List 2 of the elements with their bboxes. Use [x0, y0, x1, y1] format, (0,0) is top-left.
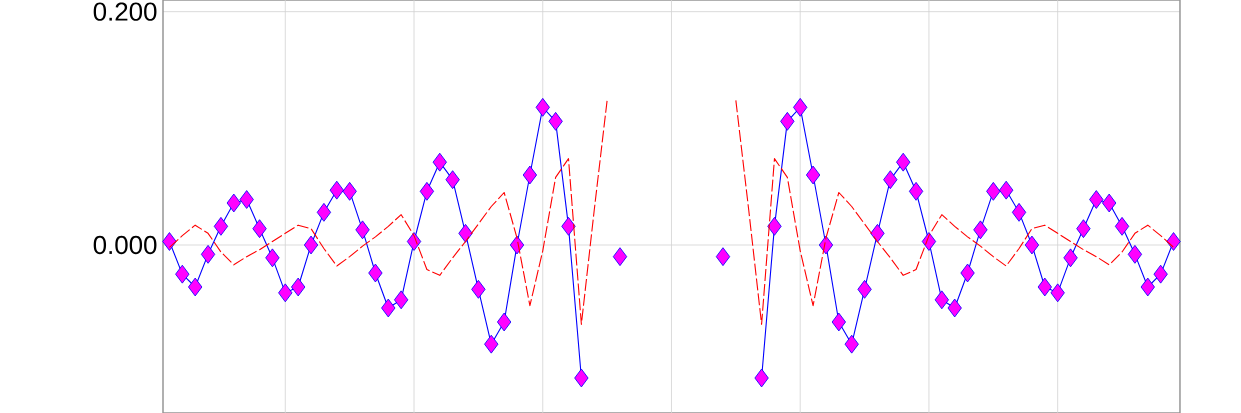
y-tick-label: 0.200 [93, 2, 157, 21]
y-tick-label: 0.000 [93, 235, 157, 255]
